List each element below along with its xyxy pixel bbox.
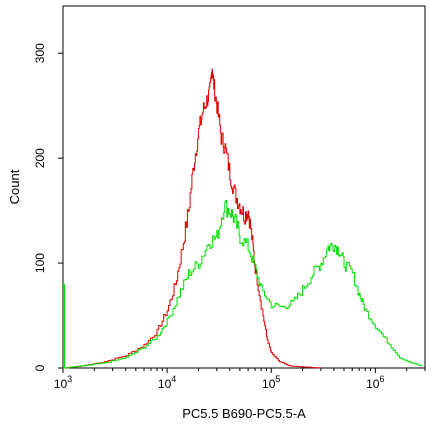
x-tick-label: 106 (366, 374, 384, 391)
series-line-2 (63, 200, 423, 369)
plot-frame (62, 5, 426, 369)
x-tick-label: 104 (158, 374, 176, 391)
y-tick-label: 300 (33, 43, 47, 63)
y-tick-label: 0 (33, 364, 47, 371)
y-tick-label: 200 (33, 148, 47, 168)
x-tick-label: 103 (54, 374, 72, 391)
y-tick-label: 100 (33, 253, 47, 273)
x-axis-title: PC5.5 B690-PC5.5-A (182, 406, 306, 421)
y-axis-title: Count (7, 169, 22, 204)
x-tick-label: 105 (262, 374, 280, 391)
series-line-1 (63, 68, 322, 369)
